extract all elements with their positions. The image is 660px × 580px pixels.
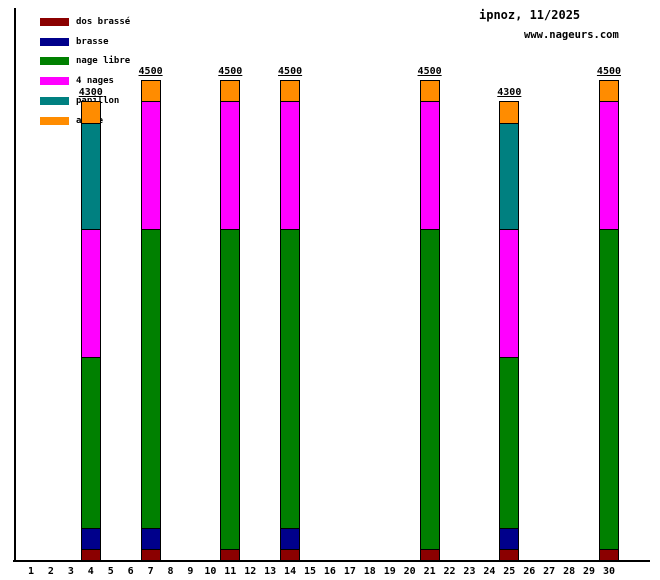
x-tick-13: 13	[264, 566, 277, 577]
legend-item-papillon: papillon	[40, 94, 119, 108]
bar-day-4-segment-dos-brasse	[81, 549, 100, 560]
bar-day-4-segment-4-nages	[81, 229, 100, 358]
bar-day-30-segment-4-nages	[599, 101, 618, 230]
x-tick-14: 14	[284, 566, 297, 577]
x-tick-17: 17	[343, 566, 356, 577]
x-tick-30: 30	[602, 566, 615, 577]
bar-day-30-segment-dos-brasse	[599, 549, 618, 560]
bar-day-25-segment-brasse	[500, 528, 519, 550]
site-url-text: www.nageurs.com	[524, 29, 619, 41]
bar-day-11-segment-dos-brasse	[221, 549, 240, 560]
bar-day-7-segment-brasse	[141, 528, 160, 550]
bar-day-25-segment-dos-brasse	[500, 549, 519, 560]
bar-day-14-total-label: 4500	[278, 66, 303, 77]
bar-day-7-segment-autre	[141, 80, 160, 102]
bar-day-21-segment-nage-libre	[420, 229, 439, 550]
bar-day-4-segment-autre	[81, 101, 100, 123]
x-tick-24: 24	[483, 566, 496, 577]
x-axis-line	[13, 560, 650, 562]
bar-day-30-segment-nage-libre	[599, 229, 618, 550]
bar-day-4-segment-papillon	[81, 122, 100, 230]
bar-day-7-total-label: 4500	[138, 66, 163, 77]
x-tick-2: 2	[47, 566, 54, 577]
bar-day-7-segment-dos-brasse	[141, 549, 160, 560]
bar-day-11-segment-nage-libre	[221, 229, 240, 550]
bar-day-25	[499, 101, 520, 561]
legend-label-4-nages: 4 nages	[76, 76, 114, 87]
bar-day-30	[598, 80, 619, 561]
bar-day-14-segment-dos-brasse	[281, 549, 300, 560]
x-tick-25: 25	[503, 566, 516, 577]
bar-day-21-segment-4-nages	[420, 101, 439, 230]
x-tick-8: 8	[167, 566, 174, 577]
legend-swatch-nage-libre	[40, 57, 69, 66]
legend-swatch-4-nages	[40, 77, 69, 86]
x-tick-22: 22	[443, 566, 456, 577]
bar-day-4	[80, 101, 101, 561]
x-tick-12: 12	[244, 566, 257, 577]
bar-day-30-segment-autre	[599, 80, 618, 102]
bar-day-21-segment-autre	[420, 80, 439, 102]
bar-day-14-segment-nage-libre	[281, 229, 300, 529]
x-tick-7: 7	[147, 566, 154, 577]
bar-day-30-total-label: 4500	[596, 66, 622, 77]
x-tick-21: 21	[423, 566, 436, 577]
bar-day-25-segment-autre	[500, 101, 519, 123]
x-tick-10: 10	[204, 566, 217, 577]
bar-day-11-total-label: 4500	[218, 66, 243, 77]
x-tick-6: 6	[127, 566, 134, 577]
x-tick-27: 27	[543, 566, 556, 577]
x-tick-9: 9	[187, 566, 194, 577]
y-axis-line	[14, 8, 16, 562]
bar-day-25-total-label: 4300	[497, 87, 522, 99]
legend-label-papillon: papillon	[76, 96, 119, 106]
bar-day-25-segment-papillon	[500, 122, 519, 230]
legend-item-nage-libre: nage libre	[40, 54, 130, 68]
legend-swatch-brasse	[40, 37, 69, 46]
bar-day-25-segment-4-nages	[500, 229, 519, 358]
bar-day-7-segment-4-nages	[141, 101, 160, 230]
bar-day-25-segment-nage-libre	[500, 357, 519, 528]
bar-day-11-segment-4-nages	[221, 101, 240, 230]
legend-label-brasse: brasse	[76, 36, 109, 47]
x-tick-1: 1	[27, 566, 35, 577]
x-tick-4: 4	[87, 566, 94, 577]
legend-item-4-nages: 4 nages	[40, 74, 114, 88]
legend-label-dos-brasse: dos brassé	[76, 17, 131, 27]
bar-day-21-segment-dos-brasse	[420, 549, 439, 560]
legend-swatch-papillon	[40, 96, 69, 105]
x-tick-23: 23	[463, 566, 476, 577]
legend-item-brasse: brasse	[40, 35, 109, 49]
x-tick-28: 28	[563, 566, 576, 577]
legend-swatch-dos-brasse	[40, 18, 69, 26]
x-tick-20: 20	[403, 566, 416, 577]
bar-day-11-segment-autre	[221, 80, 240, 102]
bar-day-14-segment-4-nages	[281, 101, 300, 230]
bar-day-4-segment-nage-libre	[81, 357, 100, 528]
chart-title: ipnoz, 11/2025	[479, 8, 581, 22]
bar-day-7	[140, 80, 161, 561]
bar-day-14	[280, 80, 301, 561]
x-tick-26: 26	[523, 566, 536, 577]
legend-label-nage-libre: nage libre	[76, 56, 131, 67]
x-tick-16: 16	[323, 566, 336, 577]
bar-day-21-total-label: 4500	[417, 66, 442, 77]
bar-day-7-segment-nage-libre	[141, 229, 160, 529]
x-tick-19: 19	[383, 566, 396, 577]
legend-item-dos-brasse: dos brassé	[40, 15, 130, 29]
legend-swatch-autre	[40, 116, 69, 125]
bar-day-14-segment-autre	[281, 80, 300, 102]
x-tick-29: 29	[583, 566, 596, 577]
bar-day-14-segment-brasse	[281, 528, 300, 550]
bar-day-11	[220, 80, 241, 561]
bar-day-4-segment-brasse	[81, 528, 100, 550]
x-tick-11: 11	[224, 566, 237, 577]
x-tick-5: 5	[107, 566, 114, 577]
bar-day-4-total-label: 4300	[78, 87, 103, 99]
x-tick-18: 18	[363, 566, 376, 577]
x-tick-15: 15	[303, 566, 317, 577]
x-tick-3: 3	[67, 566, 74, 577]
bar-day-21	[419, 80, 440, 561]
